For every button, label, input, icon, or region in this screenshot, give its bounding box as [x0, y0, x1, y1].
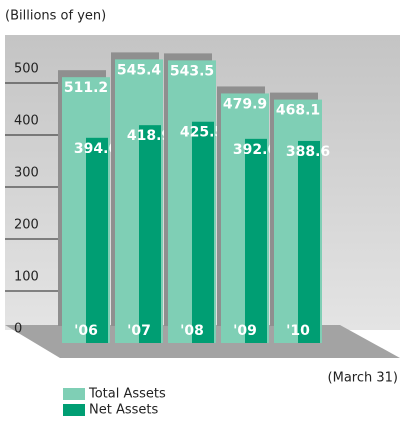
y-tick-label: 400 [14, 114, 39, 129]
value-label: 425.5 [180, 125, 224, 141]
value-label: 392.6 [233, 142, 277, 158]
bar [298, 140, 320, 343]
x-note: (March 31) [328, 371, 398, 386]
x-tick-label: '10 [286, 323, 310, 339]
x-tick-label: '09 [233, 323, 257, 339]
legend-swatch [63, 388, 85, 400]
y-tick-label: 100 [14, 270, 39, 285]
x-tick-label: '06 [74, 323, 98, 339]
value-label: 468.1 [276, 103, 320, 119]
legend-label: Total Assets [88, 387, 166, 402]
value-label: 545.4 [117, 62, 162, 78]
legend-label: Net Assets [89, 403, 158, 418]
x-tick-label: '07 [127, 323, 151, 339]
bar [192, 121, 214, 344]
x-tick-label: '08 [180, 323, 204, 339]
y-tick-label: 300 [14, 166, 39, 181]
bar [139, 125, 161, 343]
value-label: 388.6 [286, 144, 330, 160]
bar [245, 138, 267, 343]
value-label: 543.5 [170, 63, 214, 79]
y-tick-label: 500 [14, 62, 39, 77]
value-label: 394.6 [74, 141, 118, 157]
y-tick-label: 200 [14, 218, 39, 233]
y-tick-label: 0 [14, 322, 22, 337]
value-label: 479.9 [223, 96, 267, 112]
bar [86, 137, 108, 343]
legend-swatch [63, 404, 85, 416]
value-label: 511.2 [64, 80, 108, 96]
value-label: 418.9 [127, 128, 171, 144]
y-axis-label: (Billions of yen) [5, 9, 106, 24]
